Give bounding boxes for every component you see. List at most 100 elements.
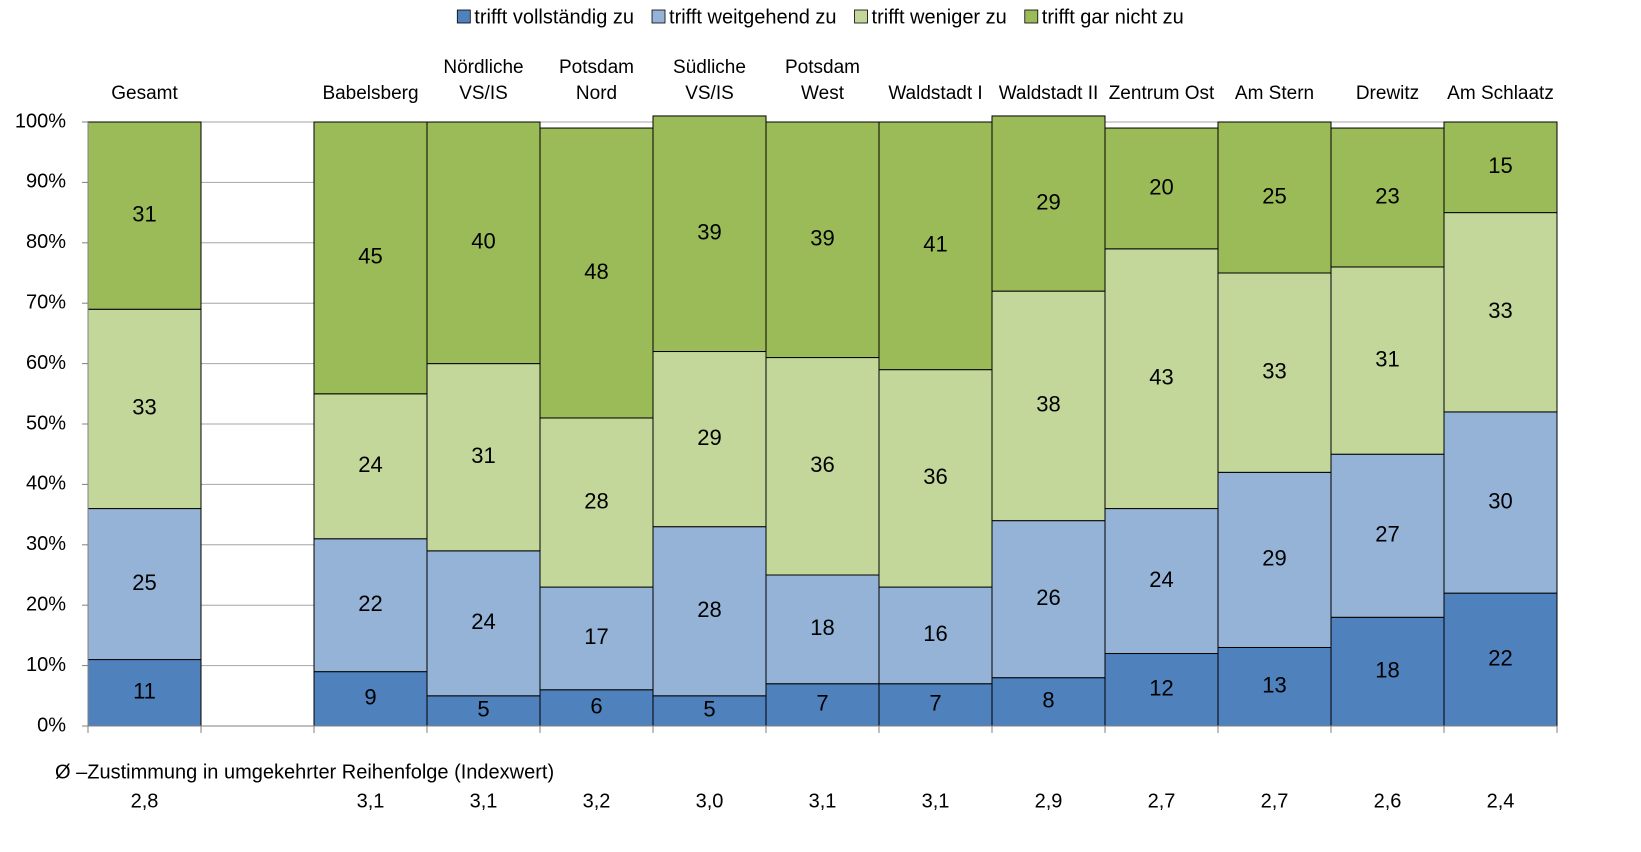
bar-segment	[426, 121, 541, 365]
index-value: 3,1	[357, 790, 385, 812]
y-tick-label: 0%	[37, 714, 66, 736]
x-tick-label-line: Gesamt	[111, 83, 178, 104]
y-tick-label: 90%	[26, 171, 66, 193]
data-label: 31	[1375, 346, 1399, 371]
x-tick-label-line: Nördliche	[443, 57, 523, 78]
data-label: 33	[1488, 298, 1512, 323]
legend-swatch	[854, 9, 868, 24]
legend-item: trifft weniger zu	[854, 6, 1007, 28]
data-label: 8	[1042, 688, 1054, 713]
data-label: 9	[364, 685, 376, 710]
data-label: 41	[923, 232, 947, 257]
legend-label: trifft weitgehend zu	[669, 6, 837, 28]
bar-segment	[539, 689, 654, 727]
data-label: 29	[1262, 546, 1286, 571]
data-label: 36	[923, 464, 947, 489]
index-value: 2,7	[1148, 790, 1176, 812]
data-label: 45	[358, 244, 382, 269]
data-label: 13	[1262, 673, 1286, 698]
legend-label: trifft weniger zu	[872, 6, 1007, 28]
index-value: 2,9	[1035, 790, 1063, 812]
data-label: 33	[1262, 358, 1286, 383]
y-tick-label: 40%	[26, 473, 66, 495]
data-label: 5	[477, 697, 489, 722]
data-label: 24	[1149, 567, 1173, 592]
index-value: 3,1	[470, 790, 498, 812]
x-tick-label-line: Potsdam	[559, 57, 634, 78]
x-tick-label-line: VS/IS	[685, 83, 734, 104]
data-label: 24	[358, 452, 382, 477]
x-tick-label: Am Stern	[1235, 83, 1314, 104]
bar-segment	[1217, 121, 1332, 274]
y-tick-label: 30%	[26, 533, 66, 555]
legend-item: trifft vollständig zu	[456, 6, 634, 28]
legend-label: trifft vollständig zu	[474, 6, 634, 28]
x-tick-label-line: Babelsberg	[322, 83, 418, 104]
data-label: 7	[816, 691, 828, 716]
y-tick-label: 10%	[26, 654, 66, 676]
data-label: 39	[810, 226, 834, 251]
index-title: Ø –Zustimmung in umgekehrter Reihenfolge…	[55, 761, 554, 783]
data-label: 40	[471, 229, 495, 254]
y-tick-label: 70%	[26, 291, 66, 313]
bar-segment	[991, 290, 1106, 522]
data-label: 16	[923, 621, 947, 646]
data-label: 31	[471, 443, 495, 468]
bar-segment	[1443, 121, 1558, 214]
index-value: 2,8	[131, 790, 159, 812]
data-label: 20	[1149, 174, 1173, 199]
data-label: 30	[1488, 488, 1512, 513]
bar-segment	[878, 683, 993, 727]
index-value: 2,7	[1261, 790, 1289, 812]
bar-segment	[991, 115, 1106, 292]
legend-swatch	[456, 9, 471, 24]
data-label: 25	[1262, 183, 1286, 208]
bar-segment	[313, 121, 428, 395]
y-tick-label: 100%	[15, 110, 66, 132]
index-value: 2,6	[1374, 790, 1402, 812]
legend-item: trifft weitgehend zu	[651, 6, 837, 28]
data-label: 7	[929, 691, 941, 716]
bar-segment	[539, 417, 654, 588]
data-label: 39	[697, 220, 721, 245]
x-tick-label-line: Am Stern	[1235, 83, 1314, 104]
data-label: 24	[471, 609, 495, 634]
index-value: 3,1	[922, 790, 950, 812]
index-value: 2,4	[1487, 790, 1515, 812]
bar-segment	[765, 357, 880, 576]
bar-segment	[313, 671, 428, 727]
bar-segment	[539, 586, 654, 691]
x-tick-label: Drewitz	[1356, 83, 1419, 104]
x-tick-label-line: Waldstadt II	[999, 83, 1099, 104]
x-tick-label-line: Nord	[576, 83, 617, 104]
data-label: 29	[1036, 189, 1060, 214]
index-value: 3,0	[696, 790, 724, 812]
bar-segment	[1104, 127, 1219, 250]
y-tick-label: 50%	[26, 412, 66, 434]
x-tick-label-line: Am Schlaatz	[1447, 83, 1554, 104]
data-label: 36	[810, 452, 834, 477]
x-tick-label: Potsdam West	[785, 57, 860, 104]
bar-segment	[87, 121, 202, 310]
data-label: 28	[697, 597, 721, 622]
legend: trifft vollständig zu trifft weitgehend z…	[456, 6, 1184, 28]
x-tick-label-line: West	[801, 83, 845, 104]
bar-segment	[1217, 272, 1332, 473]
x-tick-label-line: Waldstadt I	[888, 83, 982, 104]
bar-segment	[87, 308, 202, 510]
x-tick-label: Am Schlaatz	[1447, 83, 1554, 104]
bar-segment	[652, 526, 767, 697]
data-label: 22	[1488, 645, 1512, 670]
x-tick-label: Zentrum Ost	[1109, 83, 1215, 104]
data-label: 25	[132, 570, 156, 595]
data-label: 31	[132, 201, 156, 226]
data-label: 26	[1036, 585, 1060, 610]
bar-segment	[765, 683, 880, 727]
legend-swatch	[651, 9, 666, 24]
y-tick-label: 60%	[26, 352, 66, 374]
index-value: 3,1	[809, 790, 837, 812]
data-label: 22	[358, 591, 382, 616]
bar-segment	[539, 127, 654, 419]
data-label: 28	[584, 488, 608, 513]
